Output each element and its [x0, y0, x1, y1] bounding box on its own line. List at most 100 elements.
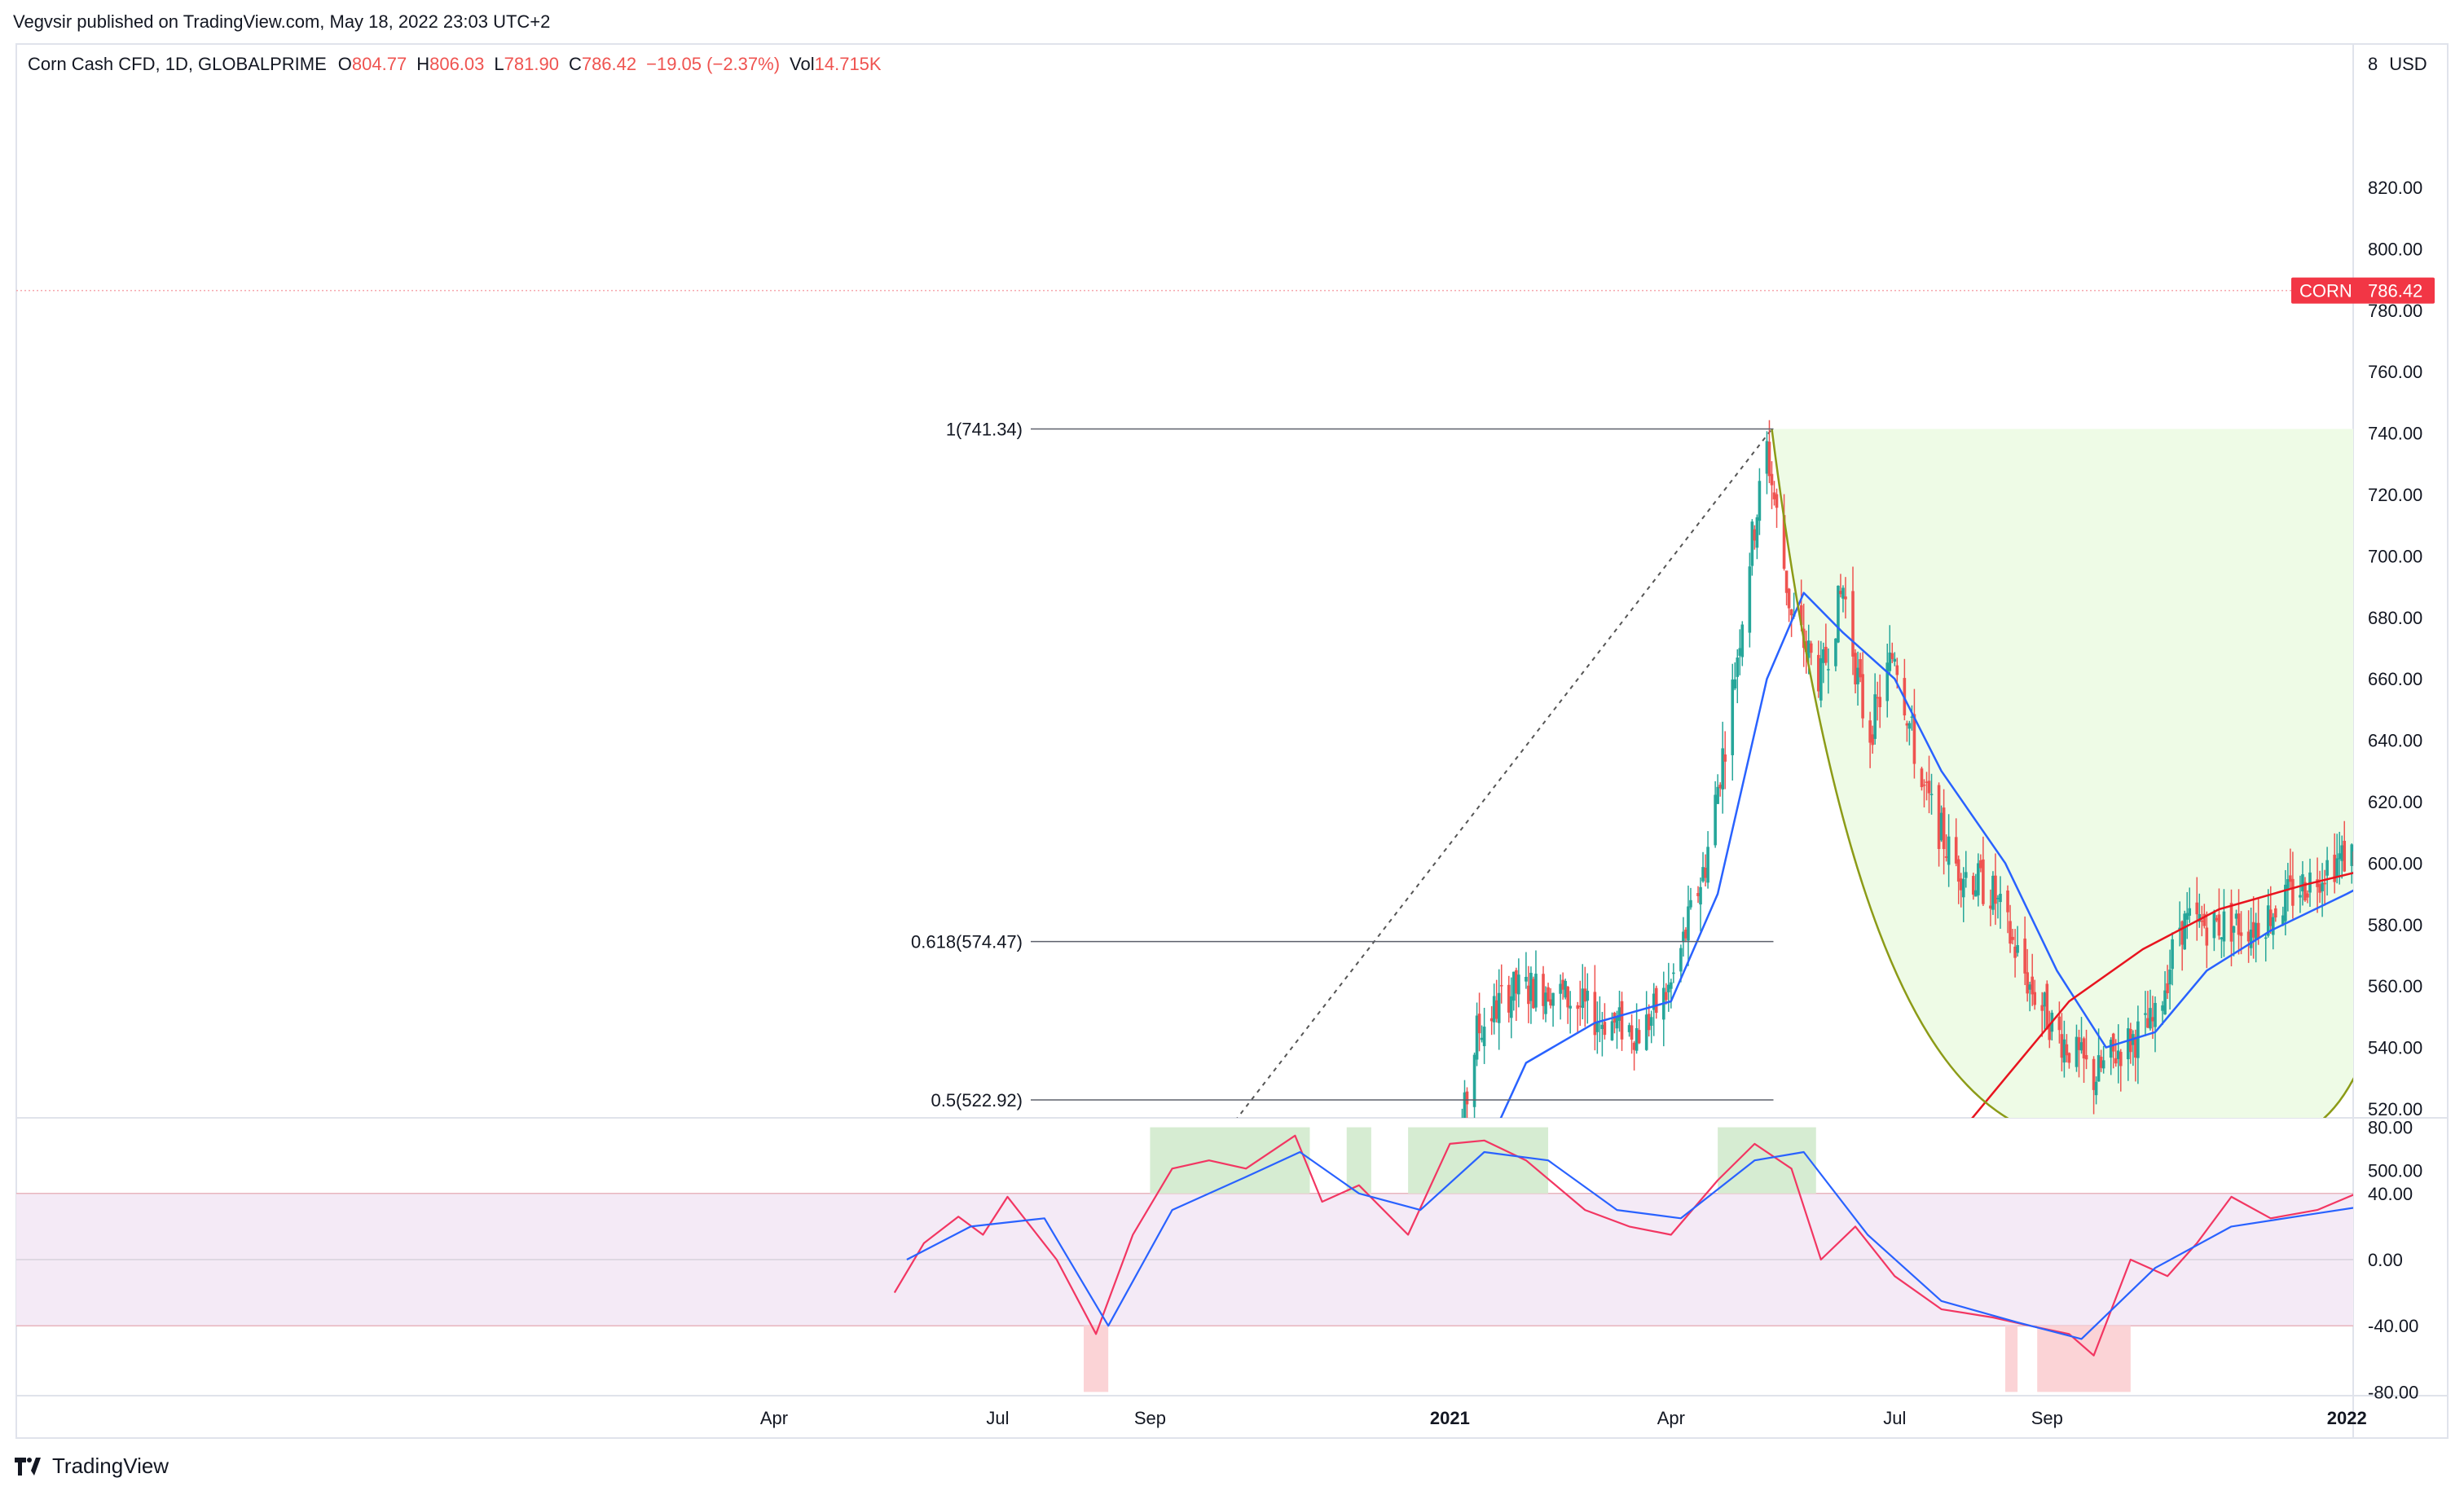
- candle-body: [1600, 1024, 1604, 1029]
- candle-body: [2370, 831, 2374, 838]
- candle-body: [1620, 1001, 1624, 1040]
- candle-body: [2375, 825, 2378, 846]
- candle-body: [2127, 1028, 2130, 1060]
- time-tick-label: Apr: [1657, 1408, 1685, 1428]
- candle-body: [1890, 653, 1894, 659]
- close-label: C: [569, 54, 582, 74]
- candle-body: [1510, 996, 1513, 1018]
- candle-body: [2284, 884, 2287, 921]
- candle-body: [1775, 494, 1779, 508]
- candle-body: [2229, 903, 2233, 942]
- candle-body: [1738, 648, 1742, 656]
- price-tick-label: 540.00: [2368, 1038, 2422, 1058]
- candle-body: [1525, 976, 1528, 982]
- candle-body: [1527, 985, 1530, 1005]
- low-value: 781.90: [504, 54, 559, 74]
- candle-body: [1593, 992, 1597, 1036]
- candle-body: [1564, 980, 1567, 998]
- candle-body: [1723, 754, 1727, 762]
- candle-body: [2040, 1005, 2044, 1011]
- candle-body: [2212, 911, 2216, 939]
- candle-body: [1480, 1037, 1484, 1040]
- candle-body: [2114, 1058, 2118, 1064]
- candle-body: [1964, 872, 1968, 878]
- candle-body: [2101, 1060, 2105, 1069]
- price-tick-label: 820.00: [2368, 178, 2422, 198]
- candle-body: [1672, 972, 1675, 974]
- candle-body: [2237, 913, 2241, 935]
- candle-body: [1799, 605, 1803, 626]
- candle-body: [1497, 992, 1501, 1023]
- candle-body: [1972, 876, 1975, 895]
- candle-body: [2273, 908, 2277, 918]
- rsi-oversold-zone: [1084, 1326, 1109, 1392]
- candle-body: [1569, 1005, 1572, 1009]
- rsi-overbought-zone: [1346, 1127, 1371, 1194]
- ma200-line: [1971, 872, 2353, 1118]
- candle-body: [1787, 588, 1791, 609]
- candle-body: [2188, 908, 2192, 916]
- candle-body: [2136, 1021, 2140, 1058]
- rsi-overbought-zone: [1718, 1127, 1816, 1194]
- candle-body: [2232, 926, 2236, 933]
- candle-body: [2444, 664, 2447, 688]
- candle-body: [2006, 891, 2009, 913]
- candle-body: [1944, 856, 1948, 858]
- candle-body: [1859, 658, 1862, 678]
- candle-body: [2246, 931, 2251, 942]
- candle-body: [2202, 913, 2207, 926]
- candle-body: [1583, 988, 1587, 1002]
- candle-body: [2134, 1036, 2137, 1058]
- candle-body: [1885, 662, 1890, 702]
- time-tick-label: Jul: [1883, 1408, 1906, 1428]
- candle-body: [1736, 658, 1740, 677]
- candle-body: [1912, 714, 1916, 764]
- candle-body: [1893, 658, 1897, 662]
- currency-prefix: 8: [2368, 54, 2378, 74]
- candle-body: [1679, 948, 1683, 972]
- candle-body: [1475, 1015, 1479, 1060]
- candle-body: [2045, 983, 2049, 1030]
- price-tick-label: 620.00: [2368, 792, 2422, 812]
- candle-body: [1534, 974, 1538, 1008]
- candle-body: [1994, 875, 1997, 904]
- candle-body: [2338, 853, 2341, 860]
- candle-body: [2168, 970, 2171, 985]
- candle-body: [2256, 922, 2260, 939]
- candle-body: [2390, 816, 2393, 833]
- candle-body: [1856, 667, 1859, 684]
- candle-body: [1841, 587, 1845, 599]
- candle-body: [2234, 913, 2238, 919]
- price-tick-label: 640.00: [2368, 731, 2422, 751]
- candle-body: [2249, 929, 2253, 948]
- brand-logo[interactable]: TradingView: [15, 1454, 169, 1479]
- candle-body: [2335, 858, 2339, 877]
- candle-body: [2222, 911, 2226, 942]
- candle-body: [2060, 1034, 2064, 1058]
- candle-body: [1996, 898, 2000, 899]
- candle-body: [2321, 882, 2324, 891]
- candle-body: [1578, 1005, 1582, 1008]
- candle-body: [1615, 1017, 1619, 1029]
- candle-body: [2436, 714, 2440, 748]
- candle-body: [2378, 823, 2381, 851]
- candle-body: [2031, 976, 2034, 995]
- price-tag-box: [2291, 277, 2435, 304]
- cup-fill: [1771, 429, 2353, 1118]
- candle-body: [1977, 863, 1980, 895]
- time-tick-label: 2021: [1430, 1408, 1470, 1428]
- candle-body: [1529, 972, 1533, 1001]
- rsi-plot: [16, 1127, 2353, 1392]
- open-value: 804.77: [352, 54, 407, 74]
- candle-body: [1822, 649, 1825, 663]
- candle-body: [1630, 1025, 1634, 1040]
- candle-body: [2166, 983, 2169, 994]
- candle-body: [1652, 993, 1656, 1010]
- candle-body: [1837, 585, 1840, 643]
- candle-body: [1851, 591, 1855, 657]
- candle-body: [1844, 596, 1847, 600]
- candle-body: [1637, 1030, 1641, 1044]
- candle-body: [2077, 1037, 2081, 1050]
- price-tick-label: 780.00: [2368, 301, 2422, 321]
